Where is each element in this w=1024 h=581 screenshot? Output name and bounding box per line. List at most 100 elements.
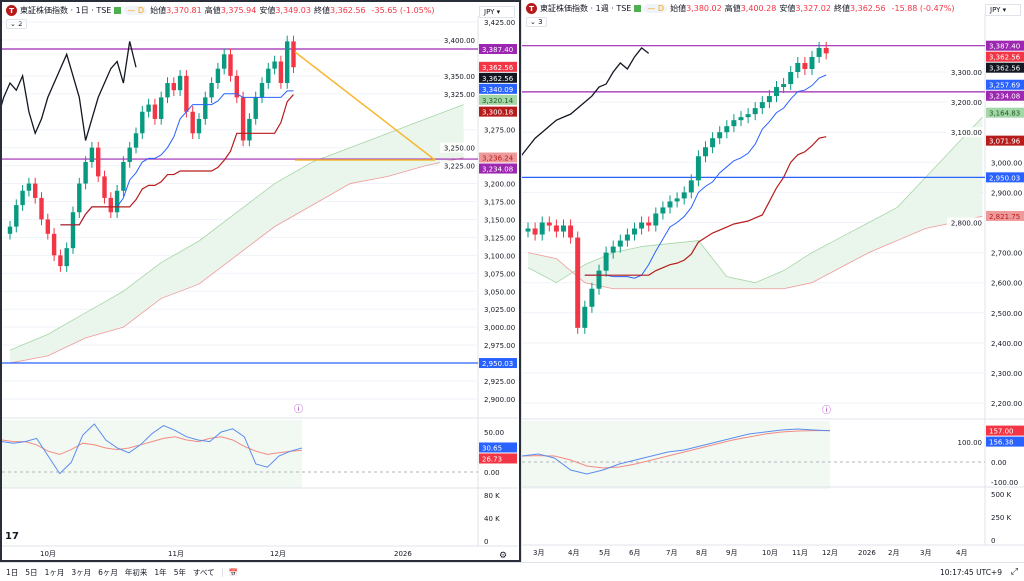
candle: [14, 205, 19, 227]
legend-toggle[interactable]: ⌄ 3: [526, 17, 547, 27]
price-tick-label: 3,000.00: [991, 159, 1022, 167]
candle: [58, 255, 63, 267]
price-label: 3,340.09: [482, 86, 513, 94]
price-label: 3,164.83: [989, 110, 1020, 118]
range-5d[interactable]: 5日: [25, 567, 38, 577]
currency-select[interactable]: JPY ▾: [985, 4, 1021, 16]
price-label-badge: [986, 210, 1024, 221]
price-tick-label: 3,100.00: [484, 252, 515, 260]
price-label-badge: [479, 94, 517, 105]
time-tick-label: 11月: [168, 550, 184, 558]
price-tick-label: 3,200.00: [951, 99, 982, 107]
volume-tick-label: 0: [484, 538, 488, 546]
candle: [158, 97, 164, 119]
price-label-badge: [986, 62, 1024, 73]
alert-lightning-icon: ⓘ: [822, 405, 831, 416]
price-tick-label: 2,200.00: [991, 400, 1022, 408]
range-5y[interactable]: 5年: [173, 567, 186, 577]
candle: [284, 41, 290, 84]
time-tick-label: 8月: [696, 549, 707, 557]
price-tick-label-bg: [440, 70, 476, 81]
price-label: 3,387.40: [482, 46, 513, 54]
daily-chart-panel[interactable]: T 東証株価指数 · 1日 · TSE — D 始値3,370.81 高値3,37…: [0, 0, 521, 562]
range-1m[interactable]: 1ヶ月: [44, 567, 65, 577]
symbol-title[interactable]: 東証株価指数 · 1日 · TSE: [20, 6, 112, 15]
price-tick-label: 3,000.00: [484, 324, 515, 332]
candle: [177, 75, 183, 91]
price-label: 3,362.56: [989, 54, 1021, 62]
price-label-badge: [986, 135, 1024, 146]
candle: [632, 228, 637, 235]
currency-select[interactable]: JPY ▾: [479, 6, 515, 18]
range-all[interactable]: すべて: [192, 567, 215, 577]
volume-tick-label: 0: [991, 537, 995, 545]
price-label-badge: [986, 107, 1024, 118]
candle: [64, 248, 69, 267]
price-label-badge: [479, 163, 517, 174]
osc-value: 30.65: [482, 444, 502, 452]
price-tick-label: 3,225.00: [444, 163, 475, 171]
clock[interactable]: 10:17:45 UTC+9: [940, 568, 1002, 577]
signal-line: [2, 436, 303, 455]
candle: [26, 183, 32, 191]
price-label-badge: [479, 152, 517, 163]
range-ytd[interactable]: 年初来: [124, 567, 148, 577]
candle: [795, 62, 801, 72]
range-6m[interactable]: 6ヶ月: [98, 567, 118, 577]
fullscreen-icon[interactable]: ⤢: [1010, 567, 1018, 577]
candle: [610, 246, 616, 253]
price-tick-label: 2,400.00: [991, 340, 1022, 348]
price-tick-label-bg: [947, 217, 983, 228]
price-tick-label-bg: [947, 97, 983, 108]
legend-toggle[interactable]: ⌄ 2: [6, 19, 27, 29]
price-label: 3,362.56: [482, 75, 514, 83]
tenkan-sen-line: [584, 74, 827, 279]
price-tick-label-bg: [947, 67, 983, 77]
kijun-sen-line: [60, 94, 294, 226]
weekly-chart-panel[interactable]: T 東証株価指数 · 1週 · TSE — D 始値3,380.02 高値3,40…: [521, 0, 1024, 562]
price-label-badge: [479, 358, 517, 369]
price-label: 2,950.03: [482, 360, 513, 368]
price-label: 3,234.08: [482, 166, 513, 174]
candle: [7, 226, 13, 234]
range-3m[interactable]: 3ヶ月: [71, 567, 92, 577]
candle: [717, 132, 723, 139]
price-tick-label: 2,975.00: [484, 342, 515, 350]
candle: [774, 87, 779, 97]
symbol-title[interactable]: 東証株価指数 · 1週 · TSE: [540, 4, 632, 13]
price-label-badge: [986, 172, 1024, 183]
price-tick-label: 2,900.00: [484, 396, 515, 404]
range-1d[interactable]: 1日: [6, 567, 19, 577]
daily-chart-canvas[interactable]: 3,425.00 3,400.00 3,350.00 3,325.00 3,275.00…: [2, 2, 519, 560]
osc-value-badge: [986, 436, 1024, 447]
candle: [553, 225, 559, 232]
time-tick-label: 2026: [394, 550, 412, 558]
ohlc-readout: 始値3,370.81 高値3,375.94 安値3,349.03 終値3,362.56: [150, 6, 366, 15]
price-change: -35.65 (-1.05%): [371, 6, 435, 15]
price-tick-label: 3,250.00: [444, 145, 475, 153]
weekly-chart-canvas[interactable]: 3,300.00 3,200.00 3,100.00 3,000.00 2,900.00…: [522, 0, 1024, 562]
osc-tick-label: 100.00: [958, 439, 983, 447]
candle: [653, 213, 659, 226]
interval-badge[interactable]: — D: [644, 4, 668, 13]
price-tick-label: 3,350.00: [444, 73, 475, 81]
time-tick-label: 2026: [858, 549, 876, 557]
range-1y[interactable]: 1年: [154, 567, 167, 577]
volume-tick-label: 80 K: [484, 492, 500, 500]
candle: [695, 156, 701, 181]
candle: [70, 212, 76, 249]
price-tick-label: 3,125.00: [484, 234, 515, 242]
price-label: 2,950.03: [989, 174, 1020, 182]
goto-date-calendar-icon[interactable]: 📅: [221, 567, 238, 577]
price-tick-label: 2,900.00: [991, 189, 1022, 197]
candle: [766, 96, 772, 103]
candle: [816, 47, 822, 57]
price-label: 3,300.18: [482, 109, 513, 117]
osc-value-badge: [479, 453, 517, 464]
candle: [674, 198, 680, 202]
candle: [781, 84, 787, 88]
price-label-badge: [986, 51, 1024, 62]
candle: [788, 72, 794, 85]
candle: [624, 234, 630, 241]
interval-badge[interactable]: — D: [124, 6, 148, 15]
